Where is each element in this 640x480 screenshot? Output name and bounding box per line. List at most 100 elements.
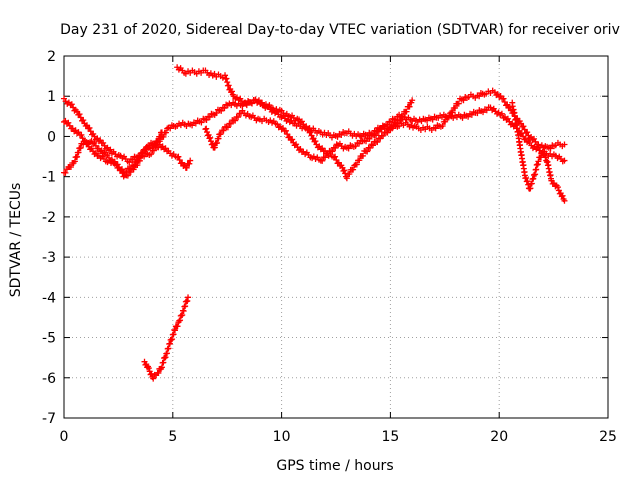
data-point <box>134 162 141 169</box>
y-tick-label: 1 <box>47 89 56 105</box>
data-point <box>439 122 446 129</box>
data-point <box>165 345 172 352</box>
data-point <box>380 132 387 139</box>
data-point <box>160 359 167 366</box>
data-point <box>118 166 125 173</box>
chart-title: Day 231 of 2020, Sidereal Day-to-day VTE… <box>60 22 620 38</box>
data-point <box>289 136 296 143</box>
data-point <box>71 158 78 165</box>
data-point <box>406 103 413 110</box>
data-point <box>561 141 568 148</box>
data-point <box>148 370 155 377</box>
data-point <box>78 131 85 138</box>
data-point <box>506 104 513 111</box>
data-point <box>86 124 93 131</box>
data-point <box>175 153 182 160</box>
data-point <box>148 151 155 158</box>
data-point <box>162 354 169 361</box>
data-point <box>80 117 87 124</box>
data-point <box>143 146 150 153</box>
data-point <box>356 157 363 164</box>
y-axis-label: SDTVAR / TECUs <box>8 183 24 298</box>
data-point <box>171 327 178 334</box>
data-point <box>127 169 134 176</box>
data-point <box>130 166 137 173</box>
data-point <box>329 148 336 155</box>
data-point <box>203 125 210 132</box>
data-point <box>535 158 542 165</box>
x-tick-label: 5 <box>168 429 177 445</box>
data-point <box>162 129 169 136</box>
plot-frame <box>63 55 609 419</box>
data-point <box>520 123 527 130</box>
data-point <box>399 112 406 119</box>
data-point <box>126 159 133 166</box>
data-point <box>179 312 186 319</box>
data-point <box>498 110 505 117</box>
data-point <box>500 95 507 102</box>
data-point <box>561 157 568 164</box>
data-point <box>124 172 131 179</box>
data-point <box>389 125 396 132</box>
data-point <box>523 174 530 181</box>
data-point <box>561 197 568 204</box>
data-point <box>364 148 371 155</box>
x-axis-label: GPS time / hours <box>276 458 393 474</box>
data-point <box>211 144 218 151</box>
data-point <box>184 297 191 304</box>
data-point <box>163 350 170 357</box>
data-point <box>186 160 193 167</box>
data-point <box>343 175 350 182</box>
series-4 <box>174 64 416 182</box>
data-point <box>150 147 157 154</box>
data-point <box>366 135 373 142</box>
data-point <box>145 365 152 372</box>
data-point <box>432 125 439 132</box>
data-point <box>547 145 554 152</box>
data-point <box>353 161 360 168</box>
data-point <box>360 152 367 159</box>
data-point <box>211 70 218 77</box>
data-point <box>183 164 190 171</box>
data-point <box>207 134 214 141</box>
data-point <box>345 145 352 152</box>
data-point <box>476 93 483 100</box>
data-point <box>397 117 404 124</box>
data-point <box>367 144 374 151</box>
data-point <box>169 336 176 343</box>
data-point <box>322 154 329 161</box>
data-point <box>107 146 114 153</box>
data-point <box>352 143 359 150</box>
data-point <box>220 127 227 134</box>
data-point <box>374 139 381 146</box>
data-point <box>141 153 148 160</box>
data-point <box>542 154 549 161</box>
data-point <box>203 116 210 123</box>
data-point <box>332 144 339 151</box>
data-point <box>554 184 561 191</box>
data-point <box>460 97 467 104</box>
data-point <box>346 171 353 178</box>
data-point <box>136 157 143 164</box>
data-point <box>166 340 173 347</box>
data-point <box>282 127 289 134</box>
data-point <box>77 144 84 151</box>
data-point <box>227 120 234 127</box>
x-tick-label: 15 <box>381 429 399 445</box>
data-point <box>528 180 535 187</box>
data-point <box>180 308 187 314</box>
data-point <box>409 97 416 104</box>
data-point <box>223 75 230 82</box>
y-tick-label: -6 <box>42 371 56 387</box>
data-point <box>67 164 74 171</box>
data-point <box>75 149 82 156</box>
data-point <box>224 124 231 131</box>
data-points <box>61 64 568 382</box>
y-tick-label: -7 <box>42 411 56 427</box>
data-point <box>524 178 531 185</box>
data-point <box>559 192 566 199</box>
axis-ticks: 210-1-2-3-4-5-6-70 5 10 15 20 25 <box>42 49 617 445</box>
data-point <box>363 138 370 145</box>
x-tick-label: 20 <box>490 429 508 445</box>
data-point <box>215 135 222 142</box>
